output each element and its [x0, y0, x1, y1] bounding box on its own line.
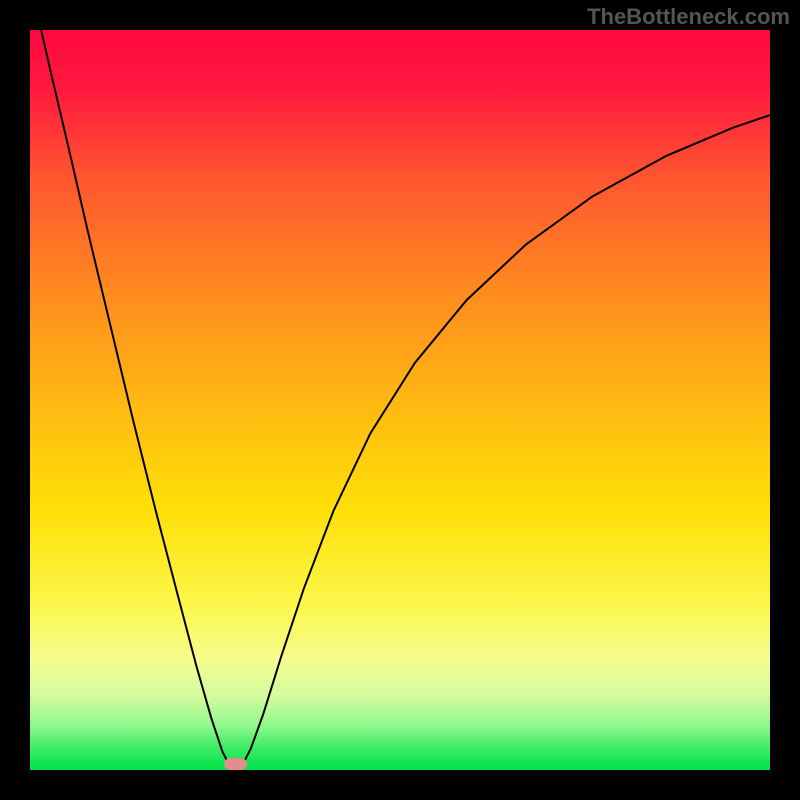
curve-path [41, 30, 770, 770]
chart-frame: TheBottleneck.com [0, 0, 800, 800]
plot-area [30, 30, 770, 770]
minimum-marker [224, 758, 248, 770]
bottleneck-curve [30, 30, 770, 770]
watermark-text: TheBottleneck.com [587, 4, 790, 30]
